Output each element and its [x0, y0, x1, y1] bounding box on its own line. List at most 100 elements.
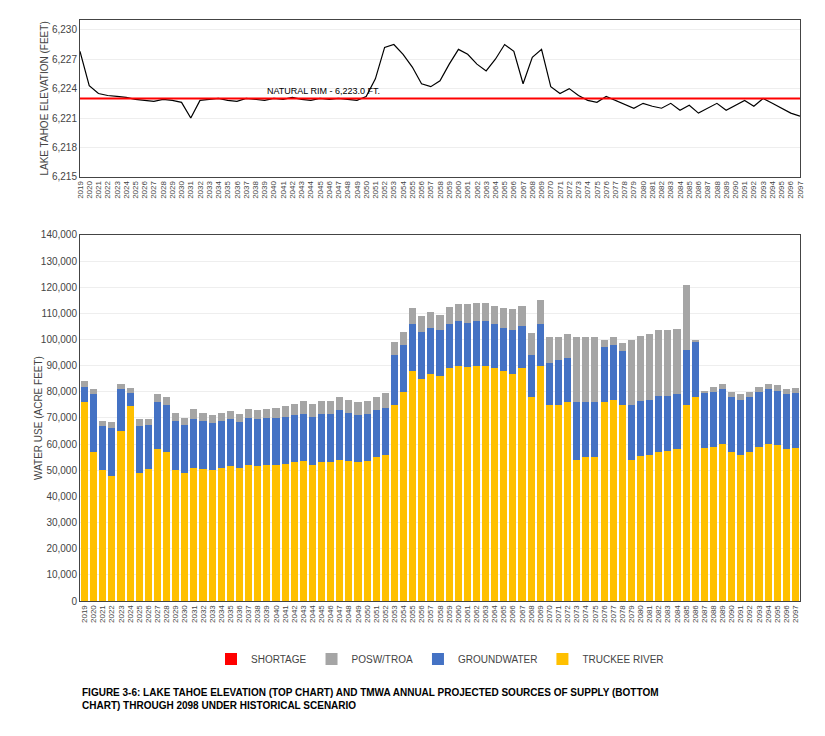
svg-text:120,000: 120,000	[41, 282, 78, 293]
svg-text:2027: 2027	[149, 181, 158, 199]
svg-text:2044: 2044	[306, 181, 315, 199]
svg-text:2028: 2028	[162, 605, 171, 623]
svg-text:2038: 2038	[251, 181, 260, 199]
svg-text:2024: 2024	[122, 181, 131, 199]
svg-text:2039: 2039	[262, 605, 271, 623]
svg-text:130,000: 130,000	[41, 256, 78, 267]
svg-text:2052: 2052	[380, 181, 389, 199]
svg-text:2044: 2044	[308, 605, 317, 623]
svg-text:2052: 2052	[381, 605, 390, 623]
svg-text:2093: 2093	[759, 181, 768, 199]
svg-text:2048: 2048	[343, 181, 352, 199]
svg-text:2095: 2095	[777, 181, 786, 199]
svg-text:2031: 2031	[186, 181, 195, 199]
svg-text:2025: 2025	[135, 605, 144, 623]
svg-text:2053: 2053	[389, 181, 398, 199]
svg-text:2083: 2083	[663, 605, 672, 623]
svg-text:6,230: 6,230	[52, 24, 77, 35]
svg-text:2080: 2080	[639, 181, 648, 199]
svg-text:2031: 2031	[190, 605, 199, 623]
svg-text:2042: 2042	[290, 605, 299, 623]
svg-text:2019: 2019	[80, 605, 89, 623]
svg-text:2065: 2065	[500, 181, 509, 199]
svg-text:2034: 2034	[217, 605, 226, 623]
svg-text:80,000: 80,000	[46, 386, 77, 397]
svg-text:2046: 2046	[326, 605, 335, 623]
svg-text:2062: 2062	[473, 181, 482, 199]
svg-text:2081: 2081	[648, 181, 657, 199]
svg-text:2085: 2085	[685, 181, 694, 199]
svg-text:2084: 2084	[673, 605, 682, 623]
svg-text:2026: 2026	[140, 181, 149, 199]
svg-text:2032: 2032	[199, 605, 208, 623]
svg-text:2093: 2093	[755, 605, 764, 623]
svg-text:2063: 2063	[482, 181, 491, 199]
svg-text:2092: 2092	[749, 181, 758, 199]
svg-text:2028: 2028	[159, 181, 168, 199]
svg-text:2095: 2095	[773, 605, 782, 623]
svg-text:2034: 2034	[214, 181, 223, 199]
svg-text:2039: 2039	[260, 181, 269, 199]
svg-text:NATURAL RIM - 6,223.0 FT.: NATURAL RIM - 6,223.0 FT.	[267, 86, 380, 96]
svg-text:2084: 2084	[676, 181, 685, 199]
svg-text:2023: 2023	[113, 181, 122, 199]
svg-text:2030: 2030	[180, 605, 189, 623]
svg-text:10,000: 10,000	[46, 569, 77, 580]
svg-text:2046: 2046	[325, 181, 334, 199]
svg-text:SHORTAGE: SHORTAGE	[251, 654, 307, 665]
svg-text:2072: 2072	[565, 181, 574, 199]
svg-text:POSW/TROA: POSW/TROA	[352, 654, 413, 665]
svg-text:2073: 2073	[574, 181, 583, 199]
svg-text:2092: 2092	[745, 605, 754, 623]
svg-text:2041: 2041	[281, 605, 290, 623]
svg-text:2064: 2064	[490, 605, 499, 623]
svg-text:2060: 2060	[454, 181, 463, 199]
svg-text:20,000: 20,000	[46, 543, 77, 554]
svg-text:2054: 2054	[399, 605, 408, 623]
svg-text:40,000: 40,000	[46, 491, 77, 502]
svg-text:2074: 2074	[583, 181, 592, 199]
svg-text:2096: 2096	[786, 181, 795, 199]
svg-text:110,000: 110,000	[42, 308, 78, 319]
svg-text:2035: 2035	[223, 181, 232, 199]
svg-text:2068: 2068	[528, 181, 537, 199]
svg-text:2066: 2066	[509, 181, 518, 199]
svg-text:2068: 2068	[527, 605, 536, 623]
svg-text:60,000: 60,000	[46, 439, 77, 450]
svg-text:0: 0	[71, 596, 77, 607]
svg-text:2035: 2035	[226, 605, 235, 623]
svg-text:2079: 2079	[627, 605, 636, 623]
svg-text:2075: 2075	[591, 605, 600, 623]
svg-text:2071: 2071	[554, 605, 563, 623]
svg-text:2026: 2026	[144, 605, 153, 623]
svg-text:2077: 2077	[611, 181, 620, 199]
svg-text:2029: 2029	[168, 181, 177, 199]
svg-text:2037: 2037	[242, 181, 251, 199]
svg-text:2094: 2094	[764, 605, 773, 623]
svg-text:2070: 2070	[546, 181, 555, 199]
svg-text:2089: 2089	[722, 181, 731, 199]
svg-text:2023: 2023	[117, 605, 126, 623]
svg-text:2021: 2021	[98, 605, 107, 623]
svg-text:2073: 2073	[572, 605, 581, 623]
svg-text:2059: 2059	[445, 181, 454, 199]
svg-text:2045: 2045	[317, 605, 326, 623]
svg-text:2097: 2097	[796, 181, 805, 199]
svg-text:2057: 2057	[426, 181, 435, 199]
svg-text:2048: 2048	[344, 605, 353, 623]
svg-text:2074: 2074	[581, 605, 590, 623]
svg-text:2058: 2058	[436, 181, 445, 199]
svg-text:2063: 2063	[481, 605, 490, 623]
svg-text:2082: 2082	[654, 605, 663, 623]
svg-text:2047: 2047	[334, 181, 343, 199]
svg-text:100,000: 100,000	[41, 334, 78, 345]
svg-text:2043: 2043	[297, 181, 306, 199]
svg-text:2056: 2056	[417, 181, 426, 199]
svg-text:6,218: 6,218	[52, 142, 77, 153]
svg-text:2058: 2058	[436, 605, 445, 623]
svg-text:6,227: 6,227	[52, 54, 77, 65]
svg-text:2076: 2076	[600, 605, 609, 623]
svg-text:2033: 2033	[208, 605, 217, 623]
svg-text:GROUNDWATER: GROUNDWATER	[458, 654, 537, 665]
svg-text:2024: 2024	[126, 605, 135, 623]
